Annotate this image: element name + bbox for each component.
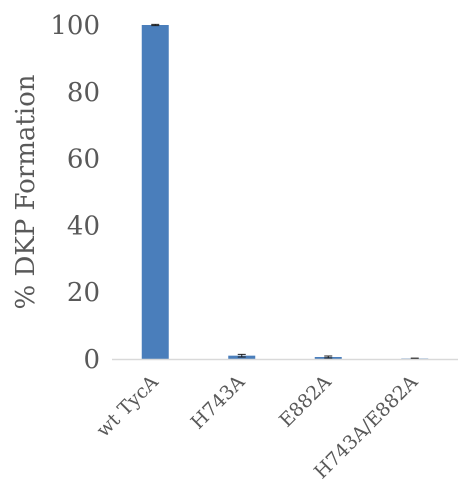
y-tick-label: 20 xyxy=(67,278,100,308)
y-tick-label: 0 xyxy=(83,345,100,375)
y-tick-label: 60 xyxy=(67,145,100,175)
y-tick-label: 80 xyxy=(67,78,100,108)
y-tick-label: 40 xyxy=(67,211,100,241)
error-bar xyxy=(324,355,333,359)
error-bar xyxy=(151,23,160,27)
error-bar xyxy=(237,353,246,358)
y-axis-title: % DKP Formation xyxy=(11,74,41,309)
error-bar xyxy=(410,357,419,360)
y-tick-label: 100 xyxy=(50,11,100,41)
x-tick-label: E882A xyxy=(275,371,336,432)
x-tick-label: H743A xyxy=(187,371,250,434)
x-tick-label: wt TycA xyxy=(92,371,163,442)
bar xyxy=(141,25,169,359)
y-tick-labels: 0 20 40 60 80 100 xyxy=(50,11,100,375)
bars xyxy=(141,23,429,360)
